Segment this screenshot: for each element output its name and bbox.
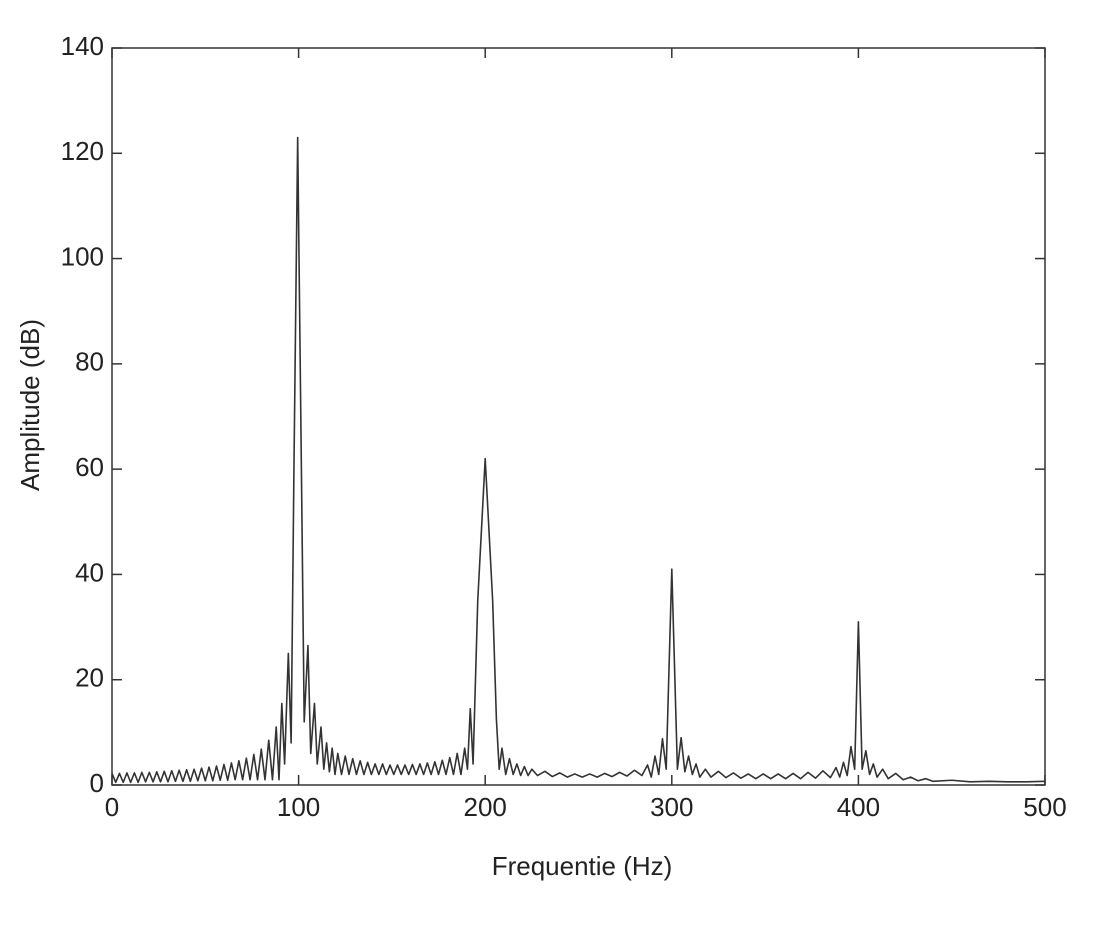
y-tick-label: 100 xyxy=(61,241,104,271)
y-tick-label: 40 xyxy=(75,557,104,587)
x-tick-label: 500 xyxy=(1023,792,1066,822)
y-tick-label: 80 xyxy=(75,347,104,377)
x-axis-label: Frequentie (Hz) xyxy=(492,851,673,881)
y-tick-label: 140 xyxy=(61,31,104,61)
x-tick-label: 400 xyxy=(837,792,880,822)
plot-frame xyxy=(111,47,1046,786)
y-tick-label: 0 xyxy=(90,768,104,798)
x-tick-label: 200 xyxy=(464,792,507,822)
y-tick-label: 20 xyxy=(75,663,104,693)
y-axis-label: Amplitude (dB) xyxy=(15,319,45,491)
y-tick-label: 60 xyxy=(75,452,104,482)
x-tick-label: 0 xyxy=(105,792,119,822)
spectrum-line xyxy=(111,136,1046,784)
y-tick-label: 120 xyxy=(61,136,104,166)
x-tick-label: 300 xyxy=(650,792,693,822)
x-tick-label: 100 xyxy=(277,792,320,822)
